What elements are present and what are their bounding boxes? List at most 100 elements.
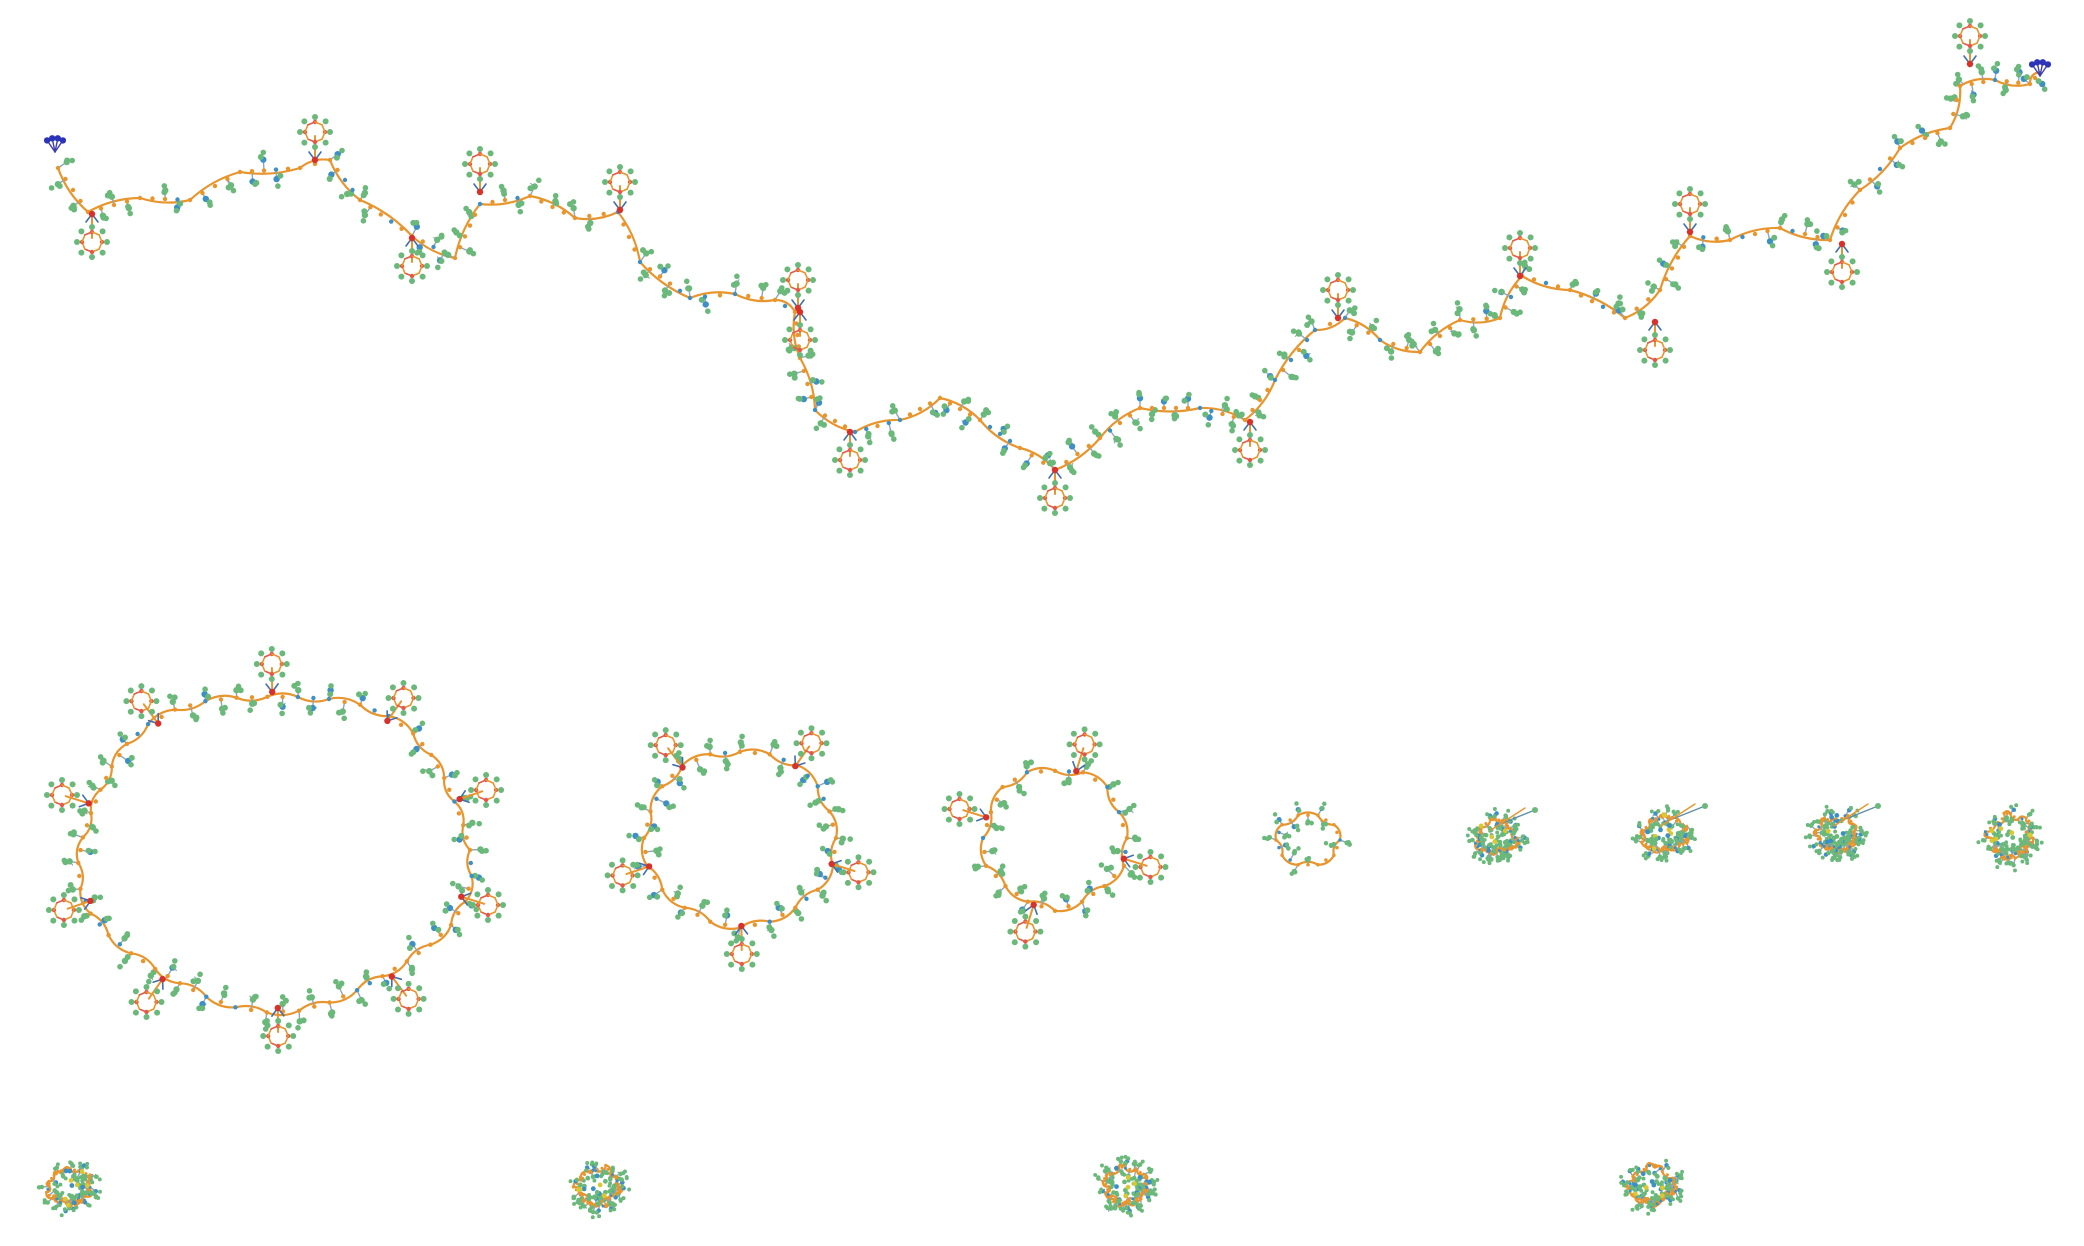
atom (702, 301, 709, 308)
bond (407, 988, 417, 993)
atom (285, 1022, 292, 1029)
atom (1309, 820, 1314, 826)
atom (1674, 819, 1679, 823)
atom (886, 420, 891, 426)
atom (1651, 318, 1659, 326)
atom (2034, 838, 2040, 844)
atom (124, 954, 131, 960)
atom (68, 205, 75, 211)
atom (1320, 287, 1326, 293)
atom (1854, 269, 1860, 275)
atom (585, 1175, 591, 1181)
atom (1665, 1173, 1669, 1177)
atom (159, 975, 166, 983)
atom (1661, 837, 1666, 841)
atom (1139, 1194, 1144, 1198)
atom (1042, 890, 1048, 897)
atom (746, 293, 751, 299)
atom (290, 1033, 297, 1039)
atom (1819, 822, 1824, 826)
atom (1702, 201, 1708, 207)
atom (124, 931, 131, 937)
atom (999, 870, 1006, 877)
atom (2004, 861, 2009, 866)
bond (486, 156, 491, 165)
atom (67, 830, 74, 837)
atom (1109, 1194, 1113, 1198)
atom (1633, 1182, 1638, 1188)
atom (594, 1190, 600, 1195)
atom (1822, 825, 1827, 830)
atom (2002, 857, 2007, 861)
atom (993, 873, 998, 879)
atom (1075, 451, 1080, 457)
atom (1133, 419, 1140, 426)
atom (793, 905, 798, 910)
bond (263, 670, 273, 675)
atom (117, 752, 122, 758)
atom (797, 750, 804, 757)
bond (864, 871, 870, 881)
atom (838, 839, 845, 846)
atom (1052, 768, 1058, 773)
atom (1685, 841, 1689, 845)
atom (1288, 858, 1292, 862)
atom (1970, 97, 1977, 104)
atom (1661, 812, 1667, 817)
atom (684, 278, 690, 285)
atom (44, 792, 50, 798)
atom (601, 1193, 607, 1199)
atom (47, 1179, 51, 1183)
atom (1051, 466, 1059, 474)
atom (1096, 453, 1102, 459)
atom (384, 717, 391, 725)
atom (1495, 834, 1501, 839)
atom (601, 1204, 605, 1208)
bond (1139, 859, 1145, 868)
atom (645, 863, 653, 870)
atom (1500, 850, 1505, 855)
atom (125, 203, 132, 210)
atom (821, 796, 826, 801)
atom (67, 882, 74, 888)
atom (1674, 1171, 1679, 1176)
atom (1125, 1175, 1131, 1180)
atom (77, 873, 82, 879)
atom (786, 347, 793, 354)
atom (124, 199, 130, 204)
bond (475, 782, 480, 791)
atom (1135, 1197, 1139, 1201)
atom (1125, 1210, 1130, 1215)
atom (89, 224, 95, 230)
atom (2004, 817, 2009, 822)
atom (368, 205, 373, 210)
bond (1061, 490, 1066, 499)
atom (1687, 186, 1693, 192)
bond (621, 864, 631, 870)
atom (104, 775, 109, 781)
atom (1848, 845, 1852, 849)
atom (1209, 408, 1214, 414)
bond (53, 902, 58, 911)
atom (1667, 848, 1671, 852)
atom (1876, 189, 1883, 195)
atom (462, 234, 468, 239)
atom (1956, 43, 1963, 50)
atom (297, 129, 303, 135)
atom (442, 775, 447, 781)
atom (1641, 831, 1645, 835)
atom (1659, 1193, 1665, 1199)
atom (1658, 827, 1663, 833)
bond (260, 656, 266, 665)
atom (1088, 424, 1095, 430)
atom (1654, 1174, 1660, 1179)
atom (600, 1199, 604, 1203)
atom (1319, 805, 1325, 811)
atom (784, 287, 791, 294)
atom (283, 661, 290, 667)
atom (1471, 854, 1476, 859)
atom (941, 806, 948, 812)
atom (1991, 65, 1997, 72)
bond (152, 1001, 158, 1010)
atom (435, 764, 440, 769)
